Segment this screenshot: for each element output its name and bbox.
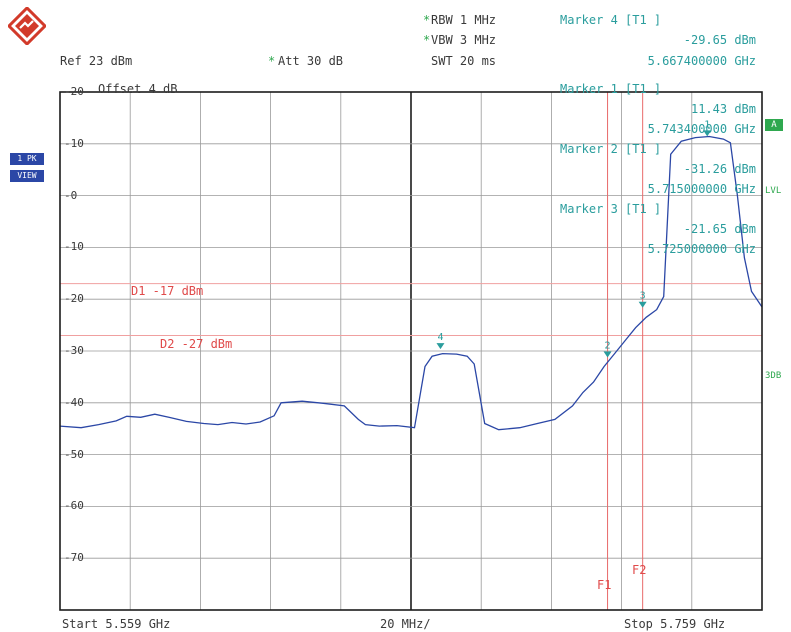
marker-1-symbol	[703, 130, 712, 137]
marker-1-level: 11.43 dBm	[690, 102, 756, 116]
marker-3-level: -21.65 dBm	[683, 222, 756, 236]
marker-3-frequency: 5.725000000 GHz	[647, 242, 756, 256]
marker-1-frequency: 5.743400000 GHz	[647, 122, 756, 136]
marker-2-level: -31.26 dBm	[683, 162, 756, 176]
marker-2-frequency: 5.715000000 GHz	[647, 182, 756, 196]
marker-4-frequency: 5.667400000 GHz	[647, 54, 756, 68]
marker-3-symbol	[638, 301, 647, 308]
y-tick-label: -40	[64, 395, 84, 409]
frequency-line-f2-label: F2	[632, 563, 647, 577]
y-tick-label: -20	[64, 292, 84, 306]
marker-2-symbol	[603, 351, 612, 358]
plot-frame	[59, 91, 763, 611]
spectrum-trace	[59, 135, 763, 431]
attenuation-readout: Att 30 dB	[278, 54, 344, 68]
marker-1-number: 1	[704, 119, 710, 130]
display-line-d2-label: D2 -27 dBm	[160, 337, 233, 351]
start-frequency: Start 5.559 GHz	[62, 617, 171, 631]
trace-view-tag: VIEW	[10, 170, 44, 182]
marker-4-title: Marker 4 [T1 ]	[560, 13, 662, 27]
y-tick-label: -10	[64, 136, 84, 150]
marker-1-title: Marker 1 [T1 ]	[560, 82, 662, 96]
display-line-d1-label: D1 -17 dBm	[131, 284, 204, 298]
y-tick-label: -50	[64, 447, 84, 461]
rbw-changed-indicator: *	[423, 13, 431, 27]
offset-readout: Offset 4 dB	[98, 82, 178, 96]
marker-4-number: 4	[437, 332, 443, 343]
trace-1-pk-tag: 1 PK	[10, 153, 44, 165]
rohde-schwarz-logo-icon	[8, 7, 46, 45]
lvl-indicator: LVL	[765, 186, 782, 196]
y-tick-label: -0	[64, 188, 78, 202]
y-tick-label: -70	[64, 551, 84, 565]
y-tick-label: -20	[64, 85, 84, 98]
ref-level-readout: Ref 23 dBm	[60, 54, 133, 68]
frequency-line-f1-label: F1	[597, 578, 612, 592]
y-tick-label: -30	[64, 344, 84, 357]
y-tick-label: -60	[64, 499, 84, 513]
rbw-readout: RBW 1 MHz	[431, 13, 497, 27]
marker-4-level: -29.65 dBm	[683, 33, 756, 47]
marker-3-number: 3	[640, 291, 646, 302]
sweep-time-readout: SWT 20 ms	[431, 54, 497, 68]
y-tick-label: -10	[64, 240, 84, 254]
marker-2-title: Marker 2 [T1 ]	[560, 142, 662, 156]
att-changed-indicator: *	[268, 54, 276, 68]
vbw-readout: VBW 3 MHz	[431, 33, 497, 47]
trace-a-badge: A	[765, 119, 783, 131]
vbw-changed-indicator: *	[423, 33, 431, 47]
marker-3-title: Marker 3 [T1 ]	[560, 202, 662, 216]
reference-lines	[60, 92, 762, 610]
stop-frequency: Stop 5.759 GHz	[624, 617, 726, 631]
marker-4-symbol	[436, 343, 445, 350]
plot-grid	[60, 91, 762, 610]
marker-2-number: 2	[605, 341, 611, 352]
span-per-division: 20 MHz/	[380, 617, 431, 631]
marker-symbols: 4 1 2 3	[436, 119, 712, 358]
three-db-indicator: 3DB	[765, 371, 782, 381]
